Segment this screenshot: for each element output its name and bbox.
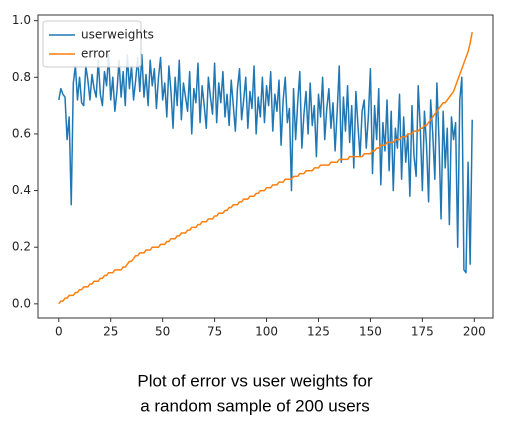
series-line	[58, 31, 473, 305]
x-tick-label: 100	[255, 325, 278, 339]
x-tick-label: 25	[103, 325, 118, 339]
series-line	[58, 53, 473, 274]
x-tick-label: 150	[359, 325, 382, 339]
x-tick-label: 75	[207, 325, 222, 339]
legend-label: error	[81, 47, 110, 61]
x-tick-label: 125	[307, 325, 330, 339]
x-tick-label: 175	[411, 325, 434, 339]
y-tick-label: 0.0	[12, 296, 31, 310]
x-tick-label: 200	[463, 325, 486, 339]
x-tick-label: 50	[155, 325, 170, 339]
y-tick-label: 0.6	[12, 126, 31, 140]
plot-frame	[37, 14, 494, 319]
y-tick-label: 0.2	[12, 240, 31, 254]
y-tick-label: 0.4	[12, 183, 31, 197]
x-tick-label: 0	[55, 325, 63, 339]
legend-label: userweights	[81, 28, 154, 42]
caption-line: a random sample of 200 users	[140, 396, 370, 415]
y-tick-label: 1.0	[12, 13, 31, 27]
caption-line: Plot of error vs user weights for	[137, 371, 373, 390]
legend-box	[42, 20, 142, 68]
y-tick-label: 0.8	[12, 70, 31, 84]
